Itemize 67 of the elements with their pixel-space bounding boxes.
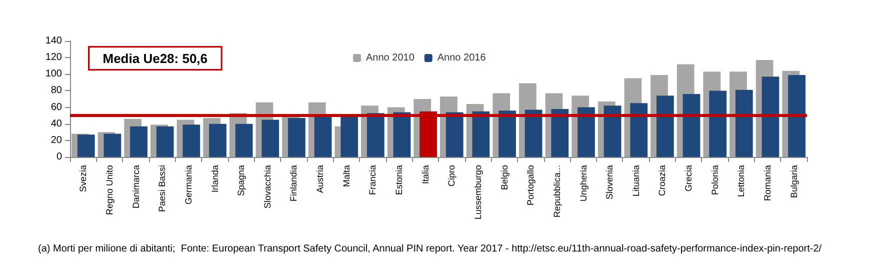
- bar: [104, 134, 122, 157]
- bar: [524, 110, 542, 157]
- x-tick-label: Irlanda: [210, 165, 220, 193]
- x-tick-label: Lituania: [630, 165, 641, 197]
- x-tick-label: Portogallo: [526, 165, 536, 206]
- x-tick-label: Germania: [183, 165, 194, 205]
- y-tick-label: 140: [45, 36, 62, 46]
- x-tick-label: Svezia: [78, 165, 88, 192]
- x-tick-label: Paesi Bassi: [157, 165, 168, 212]
- bar: [393, 112, 411, 157]
- bar: [735, 90, 753, 157]
- x-tick-label: Slovenia: [604, 165, 615, 200]
- bar: [762, 76, 780, 157]
- bar: [77, 134, 95, 157]
- bar: [551, 108, 569, 157]
- bar: [788, 74, 806, 157]
- x-tick-label: Grecia: [684, 165, 694, 192]
- bar: [156, 126, 174, 157]
- x-tick-label: Austria: [315, 165, 326, 194]
- bar: [314, 116, 332, 157]
- bar: [630, 103, 648, 157]
- x-tick-label: Lettonia: [736, 165, 746, 198]
- bar: [288, 118, 306, 157]
- bar: [498, 110, 516, 157]
- bar: [446, 112, 464, 157]
- bar: [182, 124, 200, 157]
- x-tick-label: Repubblica...: [552, 165, 562, 218]
- bar: [130, 126, 148, 157]
- x-tick-label: Lussemburgo: [472, 165, 483, 220]
- y-tick-label: 100: [45, 68, 62, 80]
- bar: [340, 116, 358, 157]
- x-tick-label: Danimarca: [130, 165, 141, 209]
- x-tick-label: Cipro: [446, 165, 457, 187]
- x-tick-label: Romania: [762, 165, 773, 202]
- bar: [604, 106, 622, 157]
- y-tick-label: 0: [56, 152, 62, 162]
- x-tick-label: Croazia: [657, 165, 668, 196]
- x-tick-label: Francia: [368, 165, 378, 196]
- bar: [656, 96, 674, 157]
- text: (a) Morti per milione di abitanti; Fonte: European Transport Safety Council, Annual PIN report. Year 2017 - http://etsc.eu/11th-annual-road-safety-performance-index-pin-report-2/: [38, 244, 822, 254]
- x-tick-label: Italia: [420, 165, 430, 184]
- x-tick-label: Malta: [341, 165, 352, 188]
- x-tick-label: Ungheria: [578, 165, 588, 202]
- x-tick-label: Estonia: [394, 165, 404, 196]
- y-tick-label: 120: [45, 52, 62, 64]
- legend-label: Anno 2010: [366, 52, 415, 64]
- x-tick-label: Spagna: [236, 165, 246, 196]
- bar: [472, 111, 490, 157]
- y-tick-label: 40: [50, 118, 62, 130]
- bar: [366, 113, 384, 157]
- y-tick-label: 60: [50, 102, 62, 113]
- annotation: Media Ue28: 50,6: [102, 50, 208, 66]
- bar: [578, 107, 595, 157]
- x-tick-label: Belgio: [499, 165, 510, 190]
- bar: [709, 90, 727, 157]
- x-tick-label: Slovacchia: [262, 165, 272, 209]
- bar: [235, 124, 253, 157]
- x-tick-label: Finlandia: [288, 165, 299, 202]
- y-tick-label: 20: [50, 134, 62, 146]
- x-tick-label: Bulgaria: [788, 165, 799, 198]
- y-tick-label: 80: [50, 85, 62, 96]
- bar: [682, 94, 700, 157]
- legend-label: Anno 2016: [437, 52, 486, 64]
- x-tick-label: Regno Unito: [104, 165, 114, 216]
- x-tick-label: Polonia: [710, 165, 720, 196]
- bar: [209, 124, 226, 157]
- bar: [262, 120, 280, 157]
